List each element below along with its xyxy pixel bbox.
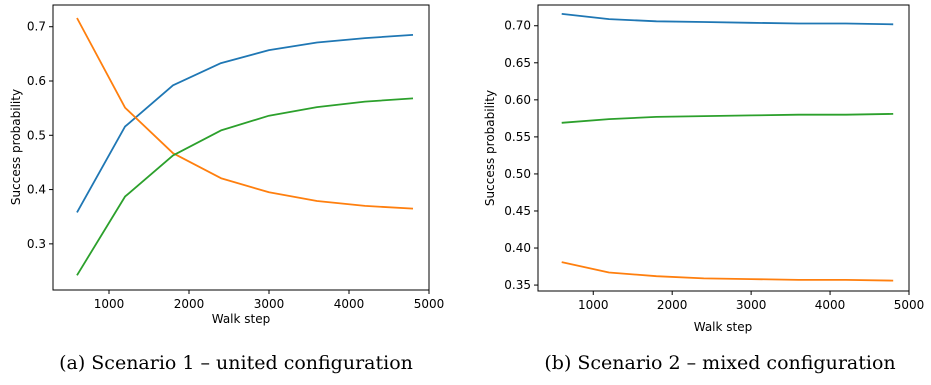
series-line-b-1: [561, 261, 894, 282]
x-axis-b: 1000 2000 3000 4000 5000: [578, 291, 924, 312]
y-tick-label-a-4: 0.7: [27, 20, 46, 34]
x-tick-label-a-0: 1000: [94, 297, 125, 311]
plot-frame-b: [537, 4, 910, 292]
series-lines-b: [561, 13, 894, 282]
x-tick-label-b-2: 3000: [736, 298, 767, 312]
y-tick-label-a-0: 0.3: [27, 237, 46, 251]
x-tick-label-a-2: 3000: [254, 297, 285, 311]
x-axis-label-b: Walk step: [694, 320, 753, 334]
y-tick-label-b-2: 0.45: [504, 204, 531, 218]
x-tick-label-a-1: 2000: [174, 297, 205, 311]
y-tick-label-b-3: 0.50: [504, 167, 531, 181]
plot-frame-a: [52, 4, 430, 291]
series-line-a-2: [76, 97, 414, 276]
x-tick-label-a-3: 4000: [334, 297, 365, 311]
x-tick-label-b-0: 1000: [578, 298, 609, 312]
series-line-a-1: [76, 17, 414, 210]
y-tick-label-b-4: 0.55: [504, 130, 531, 144]
x-tick-label-b-3: 4000: [815, 298, 846, 312]
y-tick-label-a-1: 0.4: [27, 183, 46, 197]
chart-panel-a: 0.3 0.4 0.5 0.6 0.7 1000 2000 3000 4000 5000 Wal…: [9, 4, 445, 374]
y-tick-label-b-5: 0.60: [504, 93, 531, 107]
y-axis-b: 0.35 0.40 0.45 0.50 0.55 0.60 0.65 0.70: [504, 19, 538, 292]
series-line-b-0: [561, 13, 894, 26]
y-axis-label-a: Success probability: [9, 89, 23, 205]
caption-b: (b) Scenario 2 – mixed configuration: [544, 352, 895, 374]
y-axis-a: 0.3 0.4 0.5 0.6 0.7: [27, 20, 53, 251]
x-tick-label-a-4: 5000: [414, 297, 445, 311]
y-tick-label-b-6: 0.65: [504, 56, 531, 70]
chart-panel-b: 0.35 0.40 0.45 0.50 0.55 0.60 0.65 0.70 1000 200…: [483, 4, 924, 374]
series-lines-a: [76, 17, 414, 276]
series-line-a-0: [76, 34, 414, 213]
y-tick-label-b-0: 0.35: [504, 278, 531, 292]
x-axis-label-a: Walk step: [212, 312, 271, 326]
y-tick-label-b-1: 0.40: [504, 241, 531, 255]
y-tick-label-a-3: 0.6: [27, 74, 46, 88]
y-tick-label-a-2: 0.5: [27, 128, 46, 142]
series-line-b-2: [561, 113, 894, 124]
x-tick-label-b-4: 5000: [894, 298, 925, 312]
x-axis-a: 1000 2000 3000 4000 5000: [94, 290, 445, 311]
caption-a: (a) Scenario 1 – united configuration: [59, 352, 413, 374]
y-tick-label-b-7: 0.70: [504, 19, 531, 33]
x-tick-label-b-1: 2000: [657, 298, 688, 312]
y-axis-label-b: Success probability: [483, 90, 497, 206]
